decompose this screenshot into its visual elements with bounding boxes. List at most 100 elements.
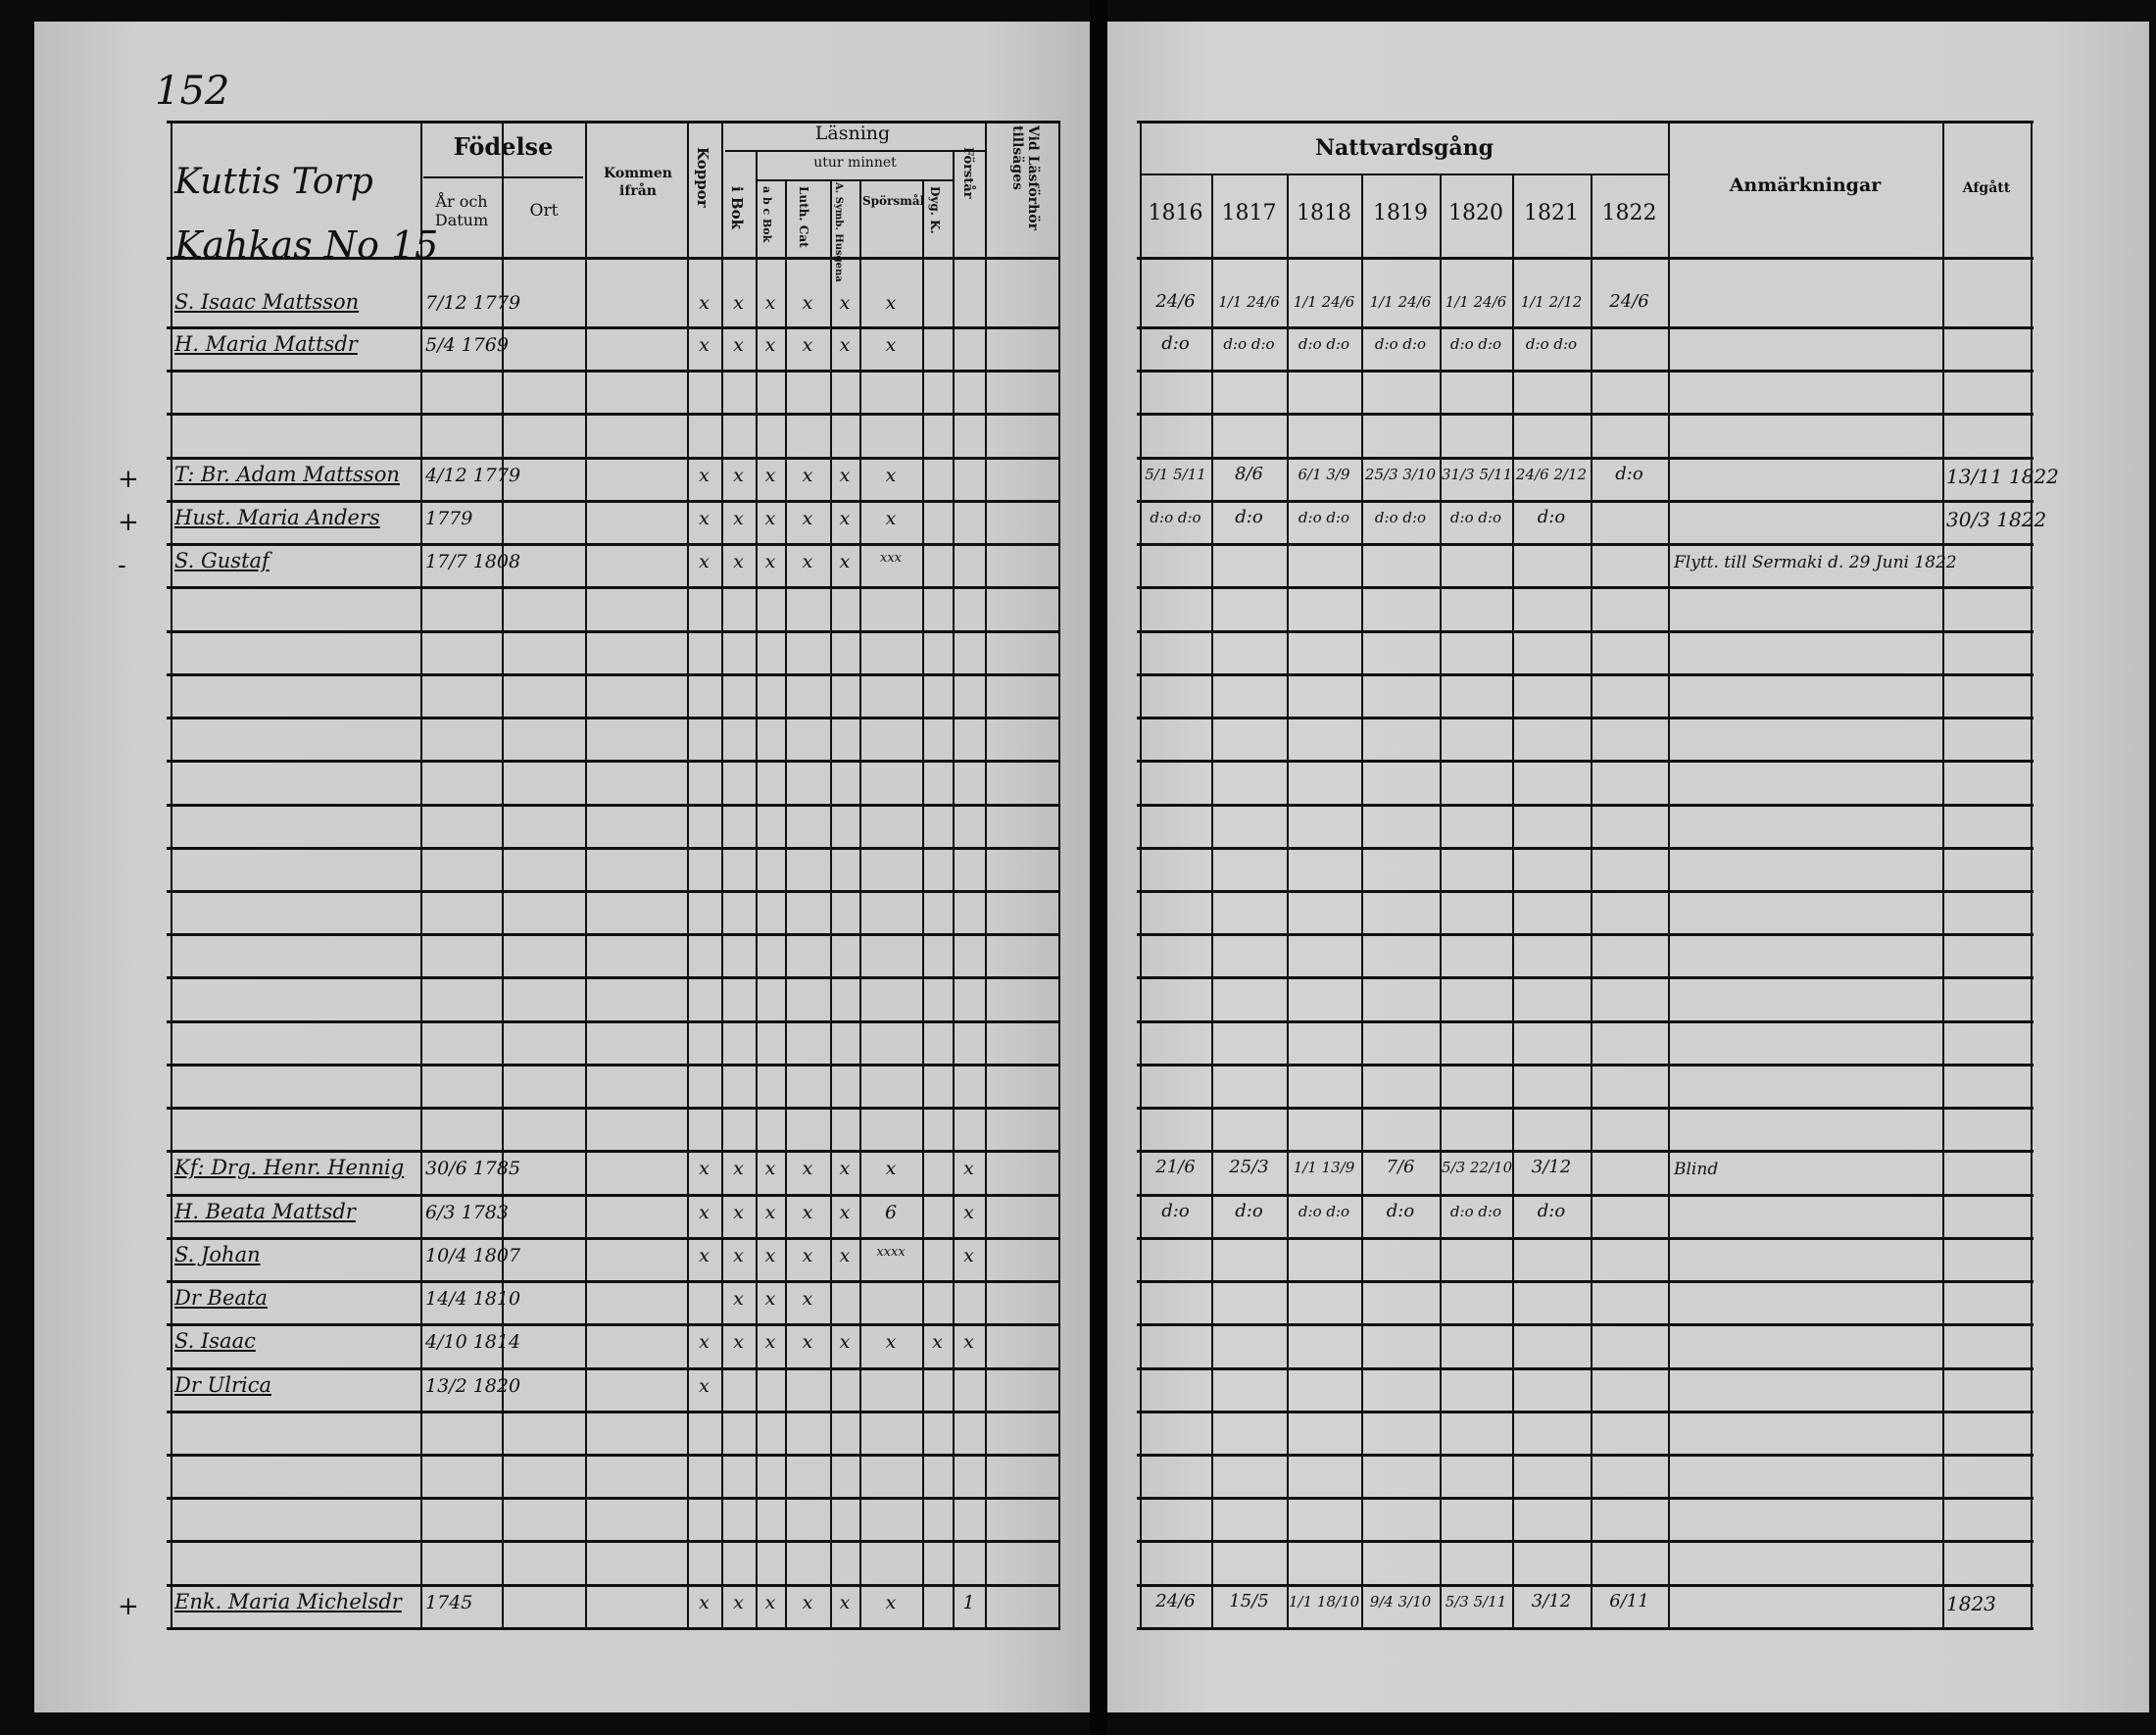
reading-mark: xxx: [880, 551, 902, 567]
communion-date: 1/1 24/6: [1445, 293, 1507, 311]
reading-mark: x: [764, 1591, 776, 1613]
communion-date: d:o: [1235, 506, 1263, 527]
communion-date: 6/1 3/9: [1298, 465, 1350, 483]
column-rule: [859, 179, 861, 1627]
year-header: 1820: [1448, 201, 1503, 225]
household-number: Kahkas No 15: [174, 223, 439, 267]
header-koppor: Koppor: [694, 147, 711, 208]
row-rule: [1137, 1236, 2034, 1240]
reading-mark: x: [802, 1288, 813, 1311]
row-rule: [167, 1280, 1060, 1284]
communion-date: d:o d:o: [1525, 335, 1578, 353]
reading-mark: x: [764, 1244, 776, 1266]
remark: Flytt. till Sermaki d. 29 Juni 1822: [1674, 553, 1957, 573]
row-rule: [167, 760, 1060, 764]
communion-date: d:o d:o: [1150, 508, 1201, 526]
person-name: Dr Ulrica: [174, 1372, 272, 1397]
row-rule: [1137, 1107, 2034, 1111]
reading-mark: x: [963, 1244, 974, 1266]
reading-mark: x: [733, 1288, 744, 1311]
row-rule: [167, 976, 1060, 980]
reading-mark: x: [885, 334, 897, 356]
row-rule: [167, 889, 1060, 893]
year-header: 1818: [1297, 201, 1351, 225]
reading-mark: x: [699, 464, 710, 486]
reading-mark: 1: [962, 1591, 975, 1613]
row-rule: [167, 413, 1060, 417]
row-rule: [167, 543, 1060, 547]
row-rule: [167, 456, 1060, 460]
row-rule: [167, 257, 1060, 260]
reading-mark: x: [699, 1158, 710, 1180]
communion-date: 5/1 5/11: [1145, 465, 1206, 483]
birth-date: 14/4 1810: [425, 1288, 521, 1311]
communion-date: 25/3: [1229, 1157, 1269, 1178]
communion-date: d:o d:o: [1449, 335, 1502, 353]
person-name: S. Gustaf: [174, 549, 270, 573]
reading-mark: x: [699, 1374, 710, 1397]
reading-mark: x: [839, 1244, 851, 1266]
communion-date: 9/4 3/10: [1369, 1592, 1432, 1611]
communion-date: 1/1 2/12: [1520, 293, 1583, 311]
reading-mark: x: [802, 551, 813, 573]
birth-date: 7/12 1779: [425, 292, 521, 314]
remark: Blind: [1674, 1160, 1719, 1180]
row-rule: [1137, 1019, 2034, 1023]
reading-mark: x: [885, 464, 897, 486]
reading-mark: x: [802, 464, 813, 486]
column-rule: [171, 121, 172, 1627]
person-name: S. Johan: [174, 1242, 261, 1266]
row-rule: [167, 846, 1060, 850]
row-rule: [167, 1193, 1060, 1197]
birth-date: 13/2 1820: [425, 1374, 521, 1397]
birth-date: 5/4 1769: [425, 334, 509, 356]
column-rule: [1440, 174, 1442, 1627]
column-rule: [1668, 121, 1670, 1627]
birth-date: 10/4 1807: [425, 1244, 521, 1266]
row-rule: [1137, 1626, 2034, 1630]
reading-mark: x: [764, 551, 776, 573]
reading-mark: x: [699, 334, 710, 356]
reading-mark: x: [839, 464, 851, 486]
reading-mark: x: [764, 292, 776, 314]
column-rule: [830, 179, 832, 1627]
year-header: 1819: [1373, 201, 1428, 225]
reading-mark: x: [699, 507, 710, 529]
communion-date: 1/1 24/6: [1293, 293, 1355, 311]
header-ar-och-datum: År och Datum: [434, 192, 489, 229]
header-a-symb: A. Symb. Husgena: [833, 182, 844, 282]
column-rule: [420, 121, 422, 1627]
birth-date: 1779: [425, 507, 473, 529]
row-rule: [167, 586, 1060, 590]
reading-mark: x: [839, 1591, 851, 1613]
row-rule: [1137, 1453, 2034, 1457]
reading-mark: x: [802, 334, 813, 356]
departure-date: 1823: [1946, 1591, 1996, 1615]
reading-mark: x: [699, 1201, 710, 1223]
column-rule: [1361, 174, 1363, 1627]
margin-mark: +: [118, 1591, 139, 1621]
communion-date: d:o d:o: [1449, 508, 1502, 526]
person-name: S. Isaac: [174, 1329, 256, 1354]
communion-date: d:o d:o: [1223, 335, 1275, 353]
communion-date: 8/6: [1235, 463, 1263, 484]
row-rule: [1137, 976, 2034, 980]
birth-date: 30/6 1785: [425, 1158, 521, 1180]
birth-date: 6/3 1783: [425, 1201, 509, 1223]
communion-date: 24/6 2/12: [1515, 465, 1588, 483]
left-page: [34, 22, 1093, 1712]
page-number: 152: [155, 69, 230, 114]
row-rule: [1137, 1583, 2034, 1587]
row-rule: [167, 1626, 1060, 1630]
communion-date: 6/11: [1609, 1590, 1649, 1611]
birth-date: 4/10 1814: [425, 1331, 521, 1354]
reading-mark: x: [764, 1201, 776, 1223]
communion-date: 3/12: [1531, 1157, 1572, 1178]
reading-mark: x: [733, 507, 744, 529]
column-rule: [1058, 121, 1060, 1627]
row-rule: [1137, 629, 2034, 633]
person-name: Kf: Drg. Henr. Hennig: [174, 1156, 405, 1180]
communion-date: 3/12: [1531, 1590, 1572, 1611]
person-name: Dr Beata: [174, 1286, 268, 1311]
row-rule: [167, 629, 1060, 633]
